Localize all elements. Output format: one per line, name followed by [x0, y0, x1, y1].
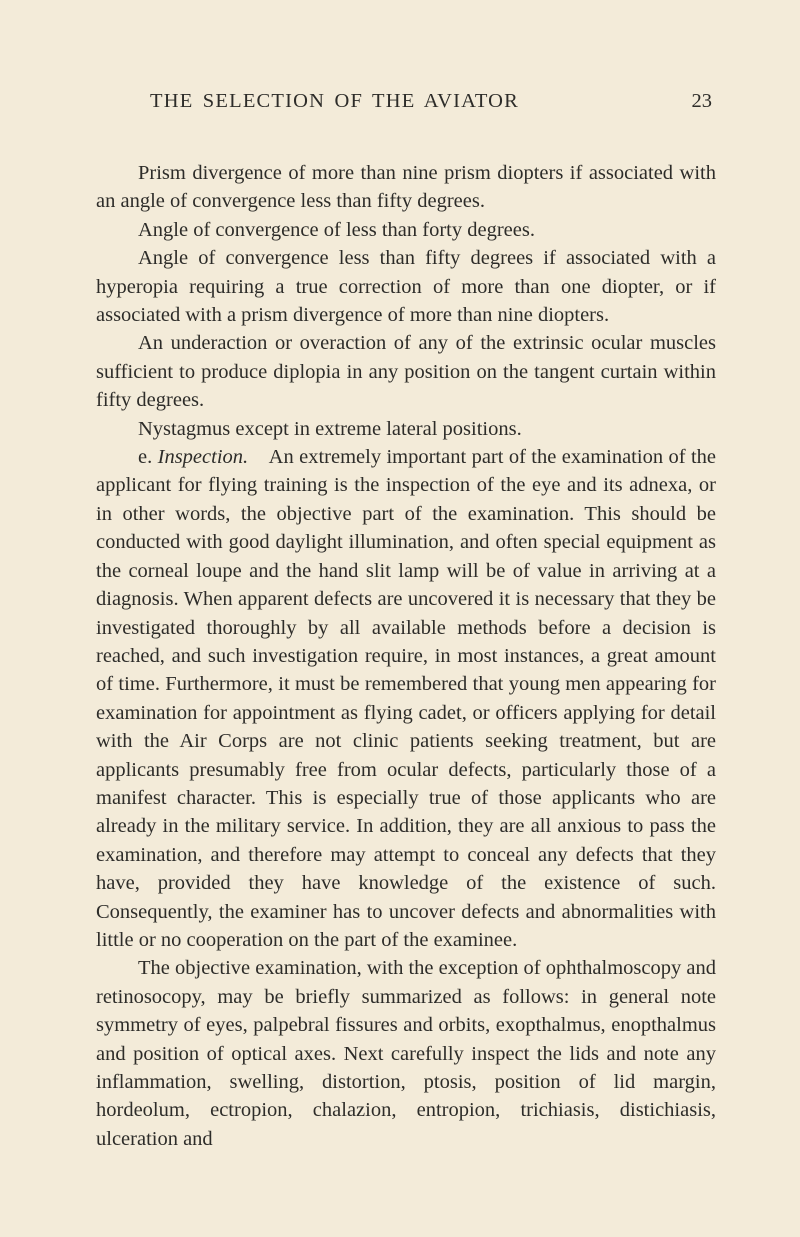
paragraph: An underaction or overaction of any of t…: [96, 329, 716, 414]
book-page: THE SELECTION OF THE AVIATOR 23 Prism di…: [0, 0, 800, 1237]
text-run: e.: [138, 446, 158, 468]
running-title: THE SELECTION OF THE AVIATOR: [150, 90, 519, 113]
italic-text: Inspection.: [158, 446, 249, 468]
page-header: THE SELECTION OF THE AVIATOR 23: [96, 90, 716, 113]
paragraph: Prism divergence of more than nine prism…: [96, 159, 716, 216]
paragraph: Angle of convergence of less than forty …: [96, 216, 716, 244]
paragraph: e. Inspection. An extremely important pa…: [96, 443, 716, 954]
paragraph: Angle of convergence less than fifty deg…: [96, 244, 716, 329]
paragraph: The objective examination, with the exce…: [96, 954, 716, 1153]
text-run: An extremely important part of the exam­…: [96, 446, 716, 951]
body-text-region: Prism divergence of more than nine prism…: [96, 159, 716, 1153]
page-number: 23: [692, 90, 713, 113]
paragraph: Nystagmus except in extreme lateral posi…: [96, 415, 716, 443]
